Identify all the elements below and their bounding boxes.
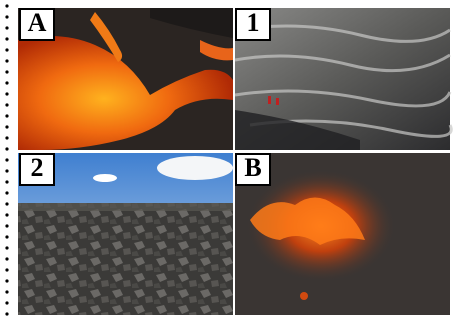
panel-label: A bbox=[28, 8, 47, 37]
page: A 1 2 B (() => { const data = JSON.parse… bbox=[0, 0, 457, 319]
panel-label: B bbox=[244, 153, 261, 182]
panel-label: 2 bbox=[31, 153, 44, 182]
panel-label: 1 bbox=[247, 8, 260, 37]
figure: A 1 2 B bbox=[0, 0, 457, 319]
